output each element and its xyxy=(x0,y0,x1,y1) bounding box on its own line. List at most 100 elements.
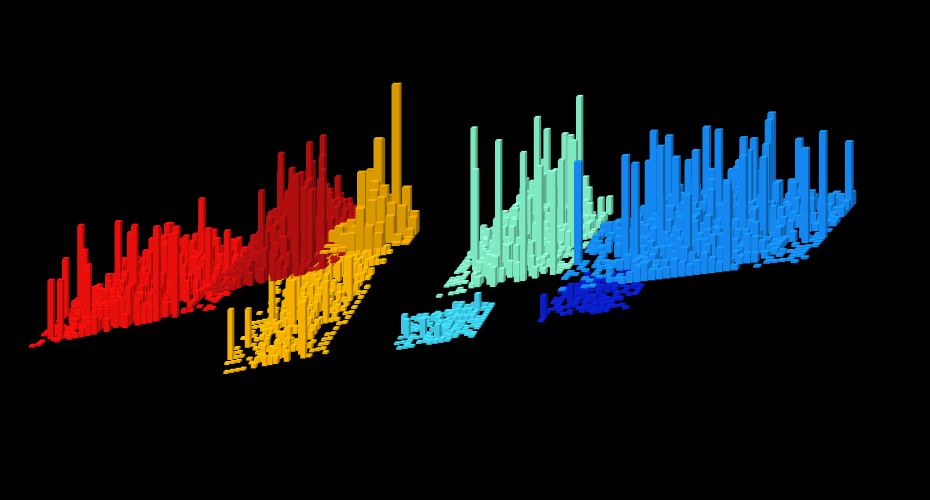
bar-top xyxy=(324,332,332,335)
bar-front xyxy=(364,226,373,249)
bar xyxy=(368,267,375,276)
bar-side xyxy=(130,285,133,326)
bar-front xyxy=(255,321,261,324)
bar xyxy=(307,189,315,268)
bar-top xyxy=(361,250,369,253)
bar-top xyxy=(341,320,349,323)
bar-front xyxy=(239,368,245,371)
bar-front xyxy=(346,233,355,251)
bar xyxy=(162,301,170,318)
bar-top xyxy=(323,272,331,275)
bar-top xyxy=(314,347,322,350)
bar-front xyxy=(258,269,264,284)
bar-top xyxy=(284,336,292,339)
bar-side xyxy=(338,316,341,322)
bar xyxy=(122,313,130,329)
bar-front xyxy=(343,301,349,307)
bar-top xyxy=(352,281,360,284)
bar-front xyxy=(276,261,282,280)
bar-top xyxy=(374,258,382,261)
bar-top xyxy=(309,339,317,342)
bar-front xyxy=(403,320,409,339)
bar-top xyxy=(232,239,240,242)
bar xyxy=(47,278,55,340)
bar-top xyxy=(299,293,307,296)
bar xyxy=(319,250,330,254)
bar xyxy=(275,279,283,285)
bar-top xyxy=(236,349,244,352)
bar-front xyxy=(432,340,438,344)
bar-front xyxy=(261,356,267,367)
bar-top xyxy=(234,367,242,370)
bar-front xyxy=(308,286,313,309)
bar-front xyxy=(625,293,632,296)
bar-side xyxy=(167,301,170,318)
bar-side xyxy=(275,302,278,308)
bar-side xyxy=(391,249,394,255)
bar-front xyxy=(324,246,333,248)
bar xyxy=(293,172,301,277)
bar-top xyxy=(307,329,315,332)
bar-front xyxy=(351,264,357,279)
bar-front xyxy=(355,292,361,296)
bar xyxy=(337,246,348,252)
bar-front xyxy=(208,307,215,310)
bar-front xyxy=(218,290,224,292)
bar-front xyxy=(103,319,109,332)
bar-top xyxy=(303,282,311,285)
bar-top xyxy=(248,360,256,363)
bar-side xyxy=(369,274,372,281)
bar-front xyxy=(337,248,346,252)
bar xyxy=(360,290,368,295)
bar xyxy=(300,300,308,359)
bar-front xyxy=(330,261,336,264)
bar-front xyxy=(334,305,340,313)
bar-side xyxy=(317,300,320,317)
bar-top xyxy=(329,331,337,334)
bar-top xyxy=(354,258,362,261)
bar xyxy=(235,358,243,363)
bar-front xyxy=(281,267,288,279)
bar-side xyxy=(252,271,255,286)
bar-top xyxy=(259,352,267,355)
bar-front xyxy=(537,320,544,323)
bar-side xyxy=(99,318,102,332)
bar-front xyxy=(66,337,72,340)
bar-front xyxy=(408,345,414,348)
bar-side xyxy=(327,280,330,324)
bar-top xyxy=(160,234,169,237)
bar-front xyxy=(307,268,313,272)
bar-side xyxy=(238,346,241,350)
bar-front xyxy=(341,286,347,294)
bar-side xyxy=(318,318,321,330)
bar-top xyxy=(301,295,309,298)
bar-front xyxy=(402,346,408,349)
bar-front xyxy=(223,371,229,374)
bar xyxy=(341,320,349,325)
bar-front xyxy=(393,343,400,346)
bar-front xyxy=(41,334,47,337)
bar-side xyxy=(339,260,342,282)
bar xyxy=(346,231,357,251)
bar-top xyxy=(163,222,172,225)
bar xyxy=(247,271,255,286)
bar-top xyxy=(246,356,254,359)
bar-front xyxy=(275,281,281,285)
bar-front xyxy=(204,229,211,292)
bar-front xyxy=(224,363,230,365)
bar-front xyxy=(254,352,260,355)
bar xyxy=(91,316,99,335)
bar-front xyxy=(279,312,285,324)
bar-front xyxy=(323,343,329,346)
bar xyxy=(326,336,334,341)
bar-top xyxy=(340,305,348,308)
bar-side xyxy=(345,305,348,312)
bar xyxy=(386,249,394,255)
bar-front xyxy=(259,335,264,341)
bar-front xyxy=(186,302,193,308)
bar-front xyxy=(341,298,346,303)
bar-front xyxy=(253,338,259,342)
bar-top xyxy=(332,326,340,329)
bar-top xyxy=(290,344,298,347)
bar-front xyxy=(251,335,257,338)
